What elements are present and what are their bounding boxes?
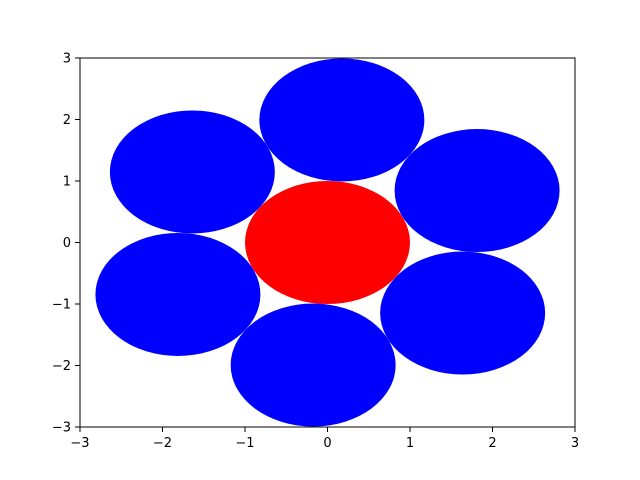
y-tick-label: −3 (52, 421, 71, 436)
y-tick-label: 3 (63, 52, 71, 67)
y-tick-label: 0 (63, 236, 71, 251)
x-tick-label: 0 (323, 436, 331, 451)
outer-circle (259, 58, 425, 182)
y-tick-label: −2 (52, 359, 71, 374)
ticks: −3 −2 −1 0 1 2 3 −3 −2 −1 0 1 2 3 (52, 52, 579, 452)
x-tick-label: 1 (406, 436, 414, 451)
center-circle (245, 181, 410, 304)
outer-circle (95, 232, 261, 356)
x-tick-label: −3 (70, 436, 89, 451)
x-tick-label: 3 (571, 436, 579, 451)
outer-circle (394, 129, 560, 253)
outer-circle (380, 251, 546, 375)
plot-area (95, 58, 560, 427)
x-tick-label: 2 (488, 436, 496, 451)
x-tick-label: −2 (153, 436, 172, 451)
outer-circle (109, 110, 275, 234)
y-tick-label: 2 (63, 113, 71, 128)
y-tick-label: −1 (52, 298, 71, 313)
outer-circle (230, 303, 396, 427)
y-tick-label: 1 (63, 175, 71, 190)
x-tick-label: −1 (235, 436, 254, 451)
